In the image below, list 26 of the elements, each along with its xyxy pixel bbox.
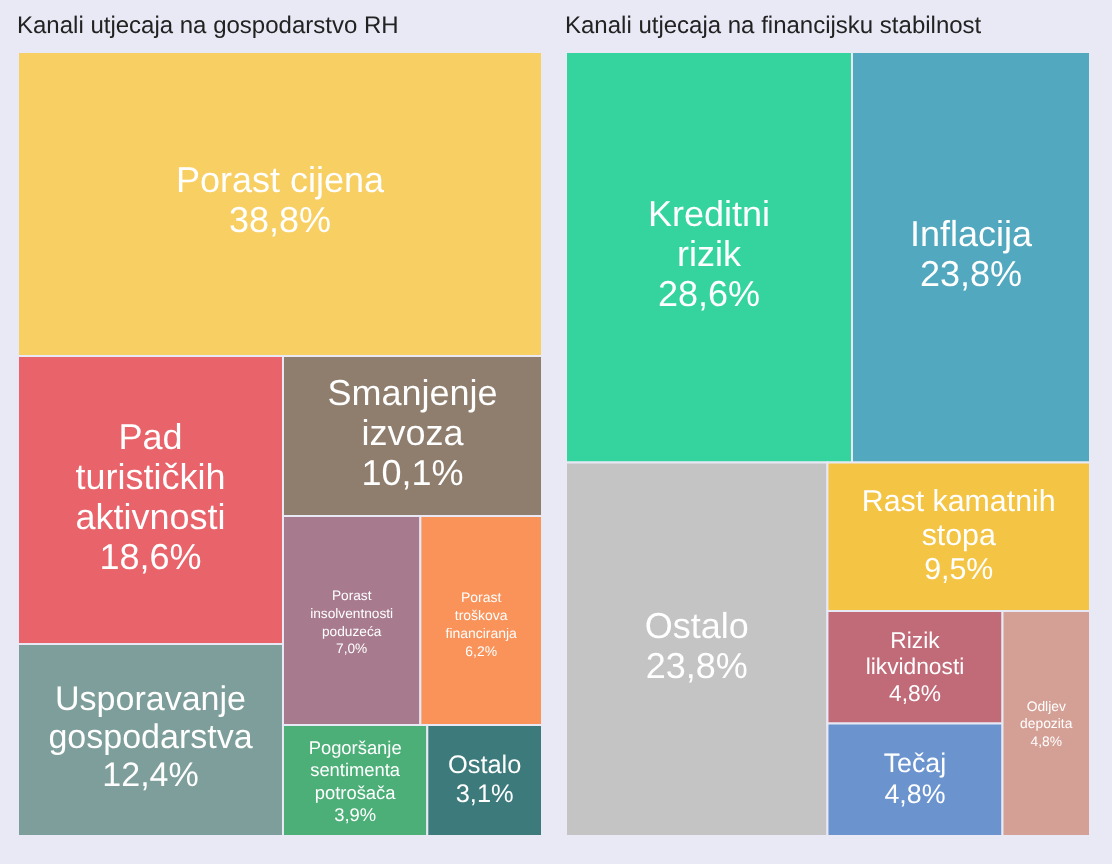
category-label: Usporavanje gospodarstva (48, 679, 254, 756)
data-label: 3,1% (455, 780, 514, 808)
data-label: 12,4% (102, 755, 199, 794)
text: Kanali utjecaja na gospodarstvo RH (17, 11, 399, 39)
data-label: 23,8% (645, 645, 748, 686)
category-label: Ostalo (644, 605, 749, 646)
category-label: Rizik likvidnosti (865, 629, 965, 681)
data-label: 4,8% (884, 779, 946, 810)
data-label: 38,8% (228, 200, 332, 241)
data-label: 23,8% (919, 253, 1023, 294)
category-label: Smanjenje izvoza (327, 372, 498, 453)
category-label: Tečaj (883, 748, 947, 779)
category-label: Rast kamatnih stopa (861, 484, 1056, 553)
text: Kanali utjecaja na financijsku stabilnost (565, 11, 983, 39)
category-label: Kreditni rizik (647, 193, 771, 274)
data-label: 4,8% (889, 683, 941, 708)
data-label: 18,6% (99, 536, 202, 577)
data-label: 28,6% (657, 273, 761, 314)
data-label: 9,5% (924, 553, 994, 588)
category-label: Pad turističkih aktivnosti (75, 416, 226, 537)
category-label: Ostalo (447, 750, 522, 779)
category-label: Inflacija (909, 213, 1035, 254)
category-label: Pogoršanje sentimenta potrošača (308, 738, 402, 803)
data-label: 10,1% (361, 452, 464, 493)
category-label: Porast cijena (175, 160, 387, 201)
data-label: 3,9% (334, 805, 377, 826)
